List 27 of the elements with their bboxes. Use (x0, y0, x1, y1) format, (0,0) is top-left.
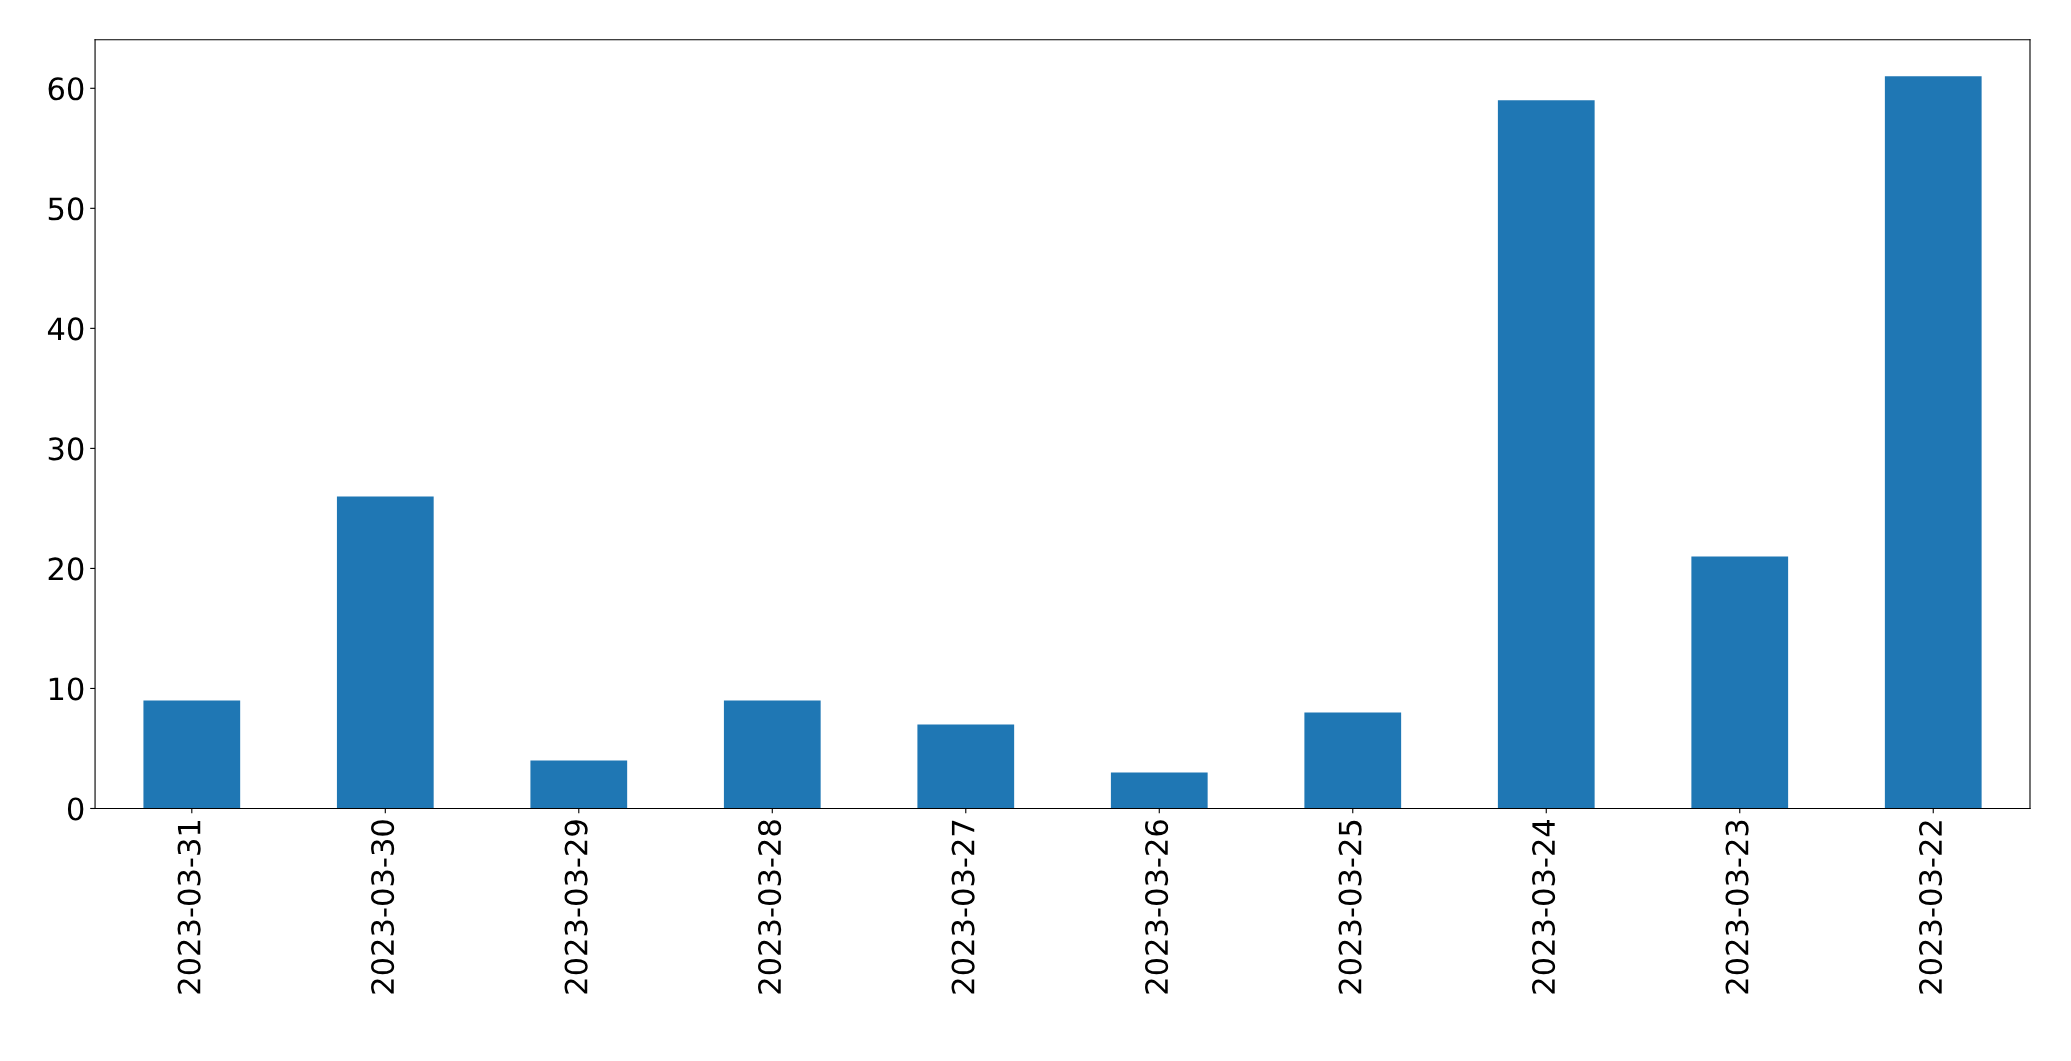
bar (1691, 556, 1789, 809)
x-tick-label: 2023-03-22 (1919, 821, 1943, 994)
x-tick-label: 2023-03-27 (951, 820, 975, 994)
x-tick-label: 2023-03-25 (1338, 820, 1362, 994)
bar (1110, 772, 1208, 809)
x-tick-label: 2023-03-28 (758, 820, 782, 994)
y-tick-label: 0 (67, 797, 84, 821)
x-tick-label: 2023-03-31 (177, 821, 201, 994)
y-tick-label: 30 (48, 437, 84, 461)
y-tick-label: 10 (49, 677, 84, 701)
bar (1884, 76, 1982, 809)
x-tick-label: 2023-03-23 (1725, 820, 1749, 994)
bar (723, 700, 821, 809)
x-tick-label: 2023-03-30 (371, 820, 395, 994)
x-tick-label: 2023-03-24 (1532, 819, 1556, 994)
y-tick-label: 60 (48, 77, 84, 101)
y-tick-label: 40 (47, 317, 84, 341)
bar (336, 496, 434, 809)
bar (530, 760, 628, 809)
bar (143, 700, 241, 809)
x-tick-label: 2023-03-29 (564, 820, 588, 994)
bar (1304, 712, 1402, 809)
y-tick-label: 50 (48, 197, 84, 221)
y-tick-label: 20 (48, 557, 84, 581)
bar (1497, 100, 1595, 809)
x-tick-label: 2023-03-26 (1145, 820, 1169, 994)
bar (917, 724, 1015, 809)
